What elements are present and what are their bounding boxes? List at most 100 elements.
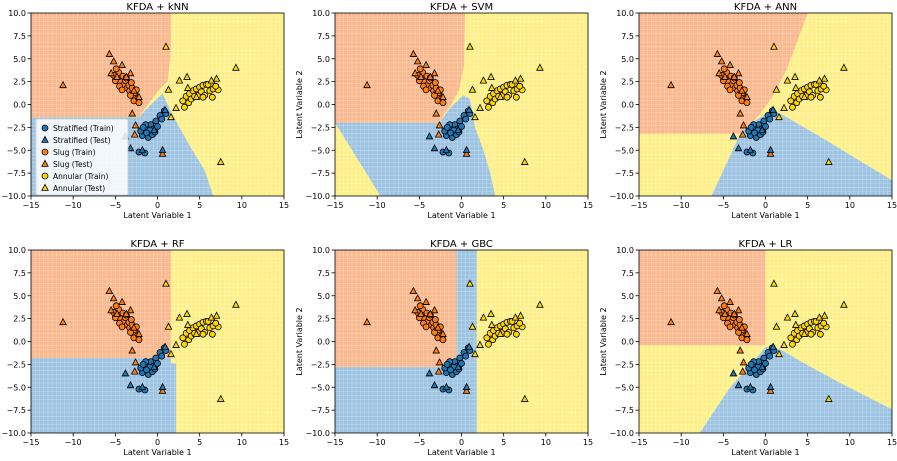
point-stratified-test [766, 145, 775, 154]
point-slug-test [409, 49, 418, 57]
point-stratified-test [442, 145, 451, 154]
y-tick-label: −2.5 [615, 360, 634, 369]
point-slug-test [743, 92, 751, 100]
y-tick-label: −5.0 [311, 146, 330, 155]
subplot-ann: −15 −10 −5 0 5 10 15 −10.0 −7.5 −5.0 −2.5 0.0 2.5 5.0… [599, 2, 897, 220]
point-stratified-test [729, 369, 738, 377]
point-slug-test [363, 317, 371, 326]
x-tick-label: 5 [805, 201, 810, 210]
point-slug-test [721, 309, 729, 317]
y-tick-label: −10.0 [305, 429, 330, 438]
y-tick-label: 0.0 [13, 101, 26, 110]
point-annular-test [783, 313, 792, 321]
x-tick-label: 0 [763, 201, 768, 210]
point-annular-test [800, 92, 809, 100]
point-annular-train [787, 334, 795, 342]
point-slug-train [439, 336, 447, 344]
point-slug-train [743, 336, 751, 344]
legend-label: Stratified (Train) [53, 124, 114, 133]
y-tick-label: 5.0 [317, 292, 330, 301]
point-annular-train [179, 334, 187, 342]
point-slug-test [130, 323, 138, 331]
point-slug-test [738, 367, 747, 375]
point-annular-test [183, 83, 192, 91]
point-slug-test [107, 68, 115, 77]
x-tick-label: 10 [541, 201, 551, 210]
y-tick-label: 2.5 [13, 78, 26, 87]
point-slug-test [434, 323, 442, 331]
legend-label: Slug (Train) [53, 148, 96, 157]
point-annular-test [487, 72, 495, 80]
point-annular-train [820, 319, 828, 327]
mesh-grid [335, 250, 588, 433]
point-stratified-train [443, 360, 451, 368]
point-slug-train [118, 86, 126, 94]
point-stratified-test [462, 382, 471, 391]
point-annular-test [183, 72, 191, 80]
point-stratified-test [769, 342, 777, 350]
x-tick-label: 15 [583, 201, 593, 210]
point-slug-train [431, 328, 438, 336]
x-tick-label: −15 [327, 438, 344, 447]
y-tick-label: 2.5 [621, 315, 634, 324]
x-tick-label: 15 [583, 438, 593, 447]
point-slug-test [158, 149, 167, 157]
point-stratified-train [462, 352, 470, 360]
y-tick-label: −2.5 [311, 123, 330, 132]
x-tick-label: 10 [237, 438, 247, 447]
point-annular-test [216, 394, 225, 402]
subplot-lr: −15 −10 −5 0 5 10 15 −10.0 −7.5 −5.0 −2.5 0.0 2.5 5.0… [599, 239, 897, 457]
plot-area [335, 13, 588, 196]
point-slug-test [462, 149, 471, 157]
point-annular-train [503, 93, 511, 101]
point-stratified-test [138, 382, 147, 391]
x-tick-label: 10 [845, 201, 855, 210]
point-annular-test [487, 309, 495, 317]
point-stratified-train [751, 129, 758, 137]
y-tick-label: 0.0 [13, 338, 26, 347]
x-tick-label: −15 [631, 438, 648, 447]
point-slug-test [432, 346, 441, 354]
point-annular-test [791, 83, 800, 91]
x-tick-label: −5 [109, 201, 121, 210]
point-annular-train [816, 330, 824, 338]
y-tick-label: 5.0 [621, 292, 634, 301]
point-annular-test [466, 42, 474, 50]
point-slug-test [738, 86, 746, 94]
point-slug-test [107, 305, 115, 314]
point-annular-test [468, 85, 477, 93]
y-tick-label: 10.0 [8, 9, 26, 18]
point-slug-test [715, 305, 723, 314]
point-annular-test [468, 322, 477, 330]
point-slug-test [434, 130, 443, 138]
point-stratified-train [456, 117, 464, 125]
point-slug-train [735, 328, 742, 336]
legend: Stratified (Train) Stratified (Test) Slug … [35, 118, 129, 196]
point-slug-test [734, 305, 743, 314]
point-stratified-test [138, 145, 147, 154]
y-tick-label: 2.5 [317, 315, 330, 324]
subplot-title: KFDA + ANN [734, 2, 797, 13]
point-annular-test [496, 92, 505, 100]
point-annular-test [167, 112, 175, 121]
point-slug-test [730, 309, 739, 317]
point-slug-test [59, 317, 67, 326]
point-annular-train [512, 93, 520, 101]
y-tick-label: −7.5 [311, 169, 330, 178]
point-slug-test [131, 121, 140, 129]
point-annular-test [516, 311, 525, 319]
point-slug-train [422, 323, 430, 331]
point-stratified-test [150, 125, 158, 133]
point-annular-test [232, 300, 240, 308]
x-axis-label: Latent Variable 1 [427, 211, 495, 220]
point-slug-test [128, 109, 137, 117]
point-slug-test [422, 297, 430, 305]
point-annular-test [479, 76, 488, 84]
point-annular-test [820, 311, 829, 319]
point-annular-test [471, 349, 479, 358]
point-slug-test [363, 80, 371, 89]
subplot-gbc: −15 −10 −5 0 5 10 15 −10.0 −7.5 −5.0 −2.5 0.0 2.5 5.0… [295, 239, 593, 457]
y-tick-label: 10.0 [312, 9, 330, 18]
point-slug-test [738, 323, 746, 331]
